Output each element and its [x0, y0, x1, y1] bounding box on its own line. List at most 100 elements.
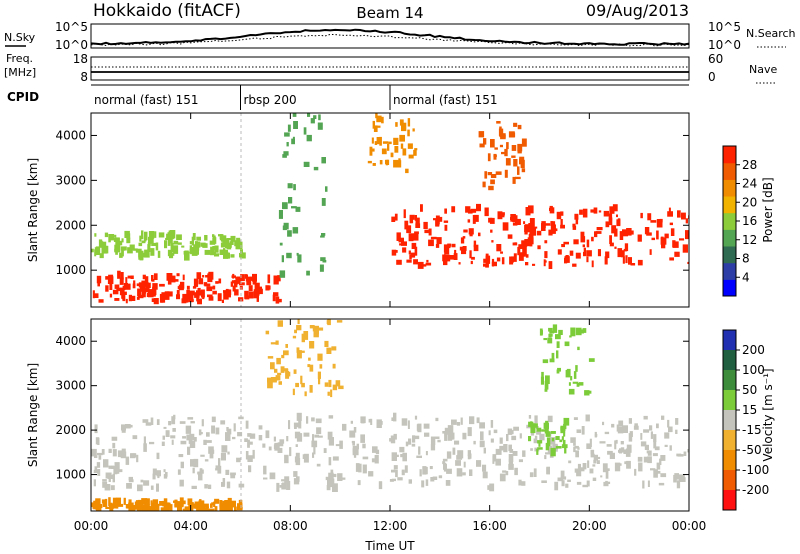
freq-label-line2: [MHz]: [4, 66, 36, 79]
data-cell: [621, 250, 625, 258]
data-cell: [222, 478, 226, 486]
data-cell: [124, 291, 127, 295]
data-cell: [415, 435, 420, 440]
data-cell: [617, 426, 624, 434]
data-cell: [410, 252, 416, 258]
data-cell: [138, 250, 144, 260]
data-cell: [539, 433, 545, 441]
data-cell: [312, 434, 315, 443]
data-cell: [416, 424, 420, 431]
freq-tick-max: 18: [73, 52, 88, 66]
data-cell: [442, 254, 446, 262]
data-cell: [152, 286, 157, 296]
data-cell: [545, 431, 551, 437]
data-cell: [533, 438, 537, 444]
data-cell: [614, 462, 621, 472]
data-cell: [173, 245, 179, 254]
data-cell: [248, 465, 252, 473]
data-cell: [91, 448, 97, 457]
data-cell: [215, 465, 219, 471]
cpid-segment-label: rbsp 200: [244, 93, 297, 107]
data-cell: [661, 243, 666, 249]
data-cell: [397, 477, 403, 481]
data-cell: [586, 256, 589, 263]
data-cell: [603, 210, 610, 217]
data-cell: [256, 290, 259, 298]
data-cell: [258, 435, 263, 441]
data-cell: [267, 382, 273, 389]
data-cell: [602, 463, 608, 473]
data-cell: [176, 273, 180, 277]
data-cell: [293, 121, 298, 129]
data-cell: [555, 436, 560, 440]
data-cell: [501, 212, 505, 216]
data-cell: [335, 444, 342, 447]
data-cell: [570, 376, 573, 381]
data-cell: [196, 272, 202, 279]
data-cell: [303, 432, 310, 437]
data-cell: [420, 264, 427, 267]
data-cell: [435, 244, 440, 248]
data-cell: [462, 246, 467, 251]
data-cell: [279, 439, 285, 444]
colorbar-swatch: [723, 330, 736, 351]
data-cell: [248, 291, 254, 299]
data-cell: [232, 285, 236, 292]
data-cell: [513, 253, 517, 262]
data-cell: [405, 441, 409, 447]
data-cell: [226, 481, 231, 489]
colorbar-tick-label: 15: [742, 403, 757, 417]
data-cell: [200, 289, 205, 298]
data-cell: [108, 497, 111, 507]
data-cell: [575, 327, 582, 336]
data-cell: [277, 320, 283, 327]
data-cell: [469, 469, 473, 476]
data-cell: [374, 141, 378, 145]
data-cell: [400, 143, 404, 149]
data-cell: [574, 468, 578, 473]
data-cell: [115, 248, 118, 255]
data-cell: [545, 223, 551, 226]
data-cell: [504, 169, 508, 178]
data-cell: [257, 286, 262, 290]
data-cell: [544, 380, 549, 390]
power-y-axis: 1000 2000 3000 4000: [55, 128, 689, 277]
data-cell: [299, 350, 305, 353]
data-cell: [204, 283, 211, 287]
data-cell: [521, 138, 527, 147]
data-cell: [391, 417, 394, 421]
data-cell: [218, 458, 221, 467]
data-cell: [574, 213, 579, 220]
data-cell: [403, 209, 406, 219]
data-cell: [145, 287, 150, 291]
data-cell: [240, 274, 245, 282]
power-colorbar-label: Power [dB]: [761, 177, 775, 242]
data-cell: [144, 249, 150, 258]
data-cell: [103, 241, 107, 249]
data-cell: [456, 455, 463, 460]
data-cell: [548, 229, 553, 236]
n-search-tick-min: 10^0: [708, 38, 741, 52]
cpid-label: CPID: [7, 90, 39, 104]
data-cell: [132, 283, 136, 289]
data-cell: [493, 429, 498, 434]
data-cell: [546, 467, 550, 475]
data-cell: [306, 134, 312, 142]
data-cell: [548, 333, 552, 338]
data-cell: [511, 132, 516, 138]
data-cell: [401, 469, 405, 472]
data-cell: [496, 244, 502, 252]
data-cell: [192, 286, 197, 289]
data-cell: [277, 275, 281, 282]
data-cell: [143, 480, 150, 486]
data-cell: [490, 179, 495, 185]
data-cell: [182, 293, 189, 303]
data-cell: [193, 458, 199, 468]
time-xlabel: Time UT: [364, 539, 415, 553]
data-cell: [393, 465, 398, 470]
data-cell: [335, 380, 341, 387]
data-cell: [505, 158, 511, 166]
data-cell: [191, 236, 194, 246]
data-cell: [112, 289, 119, 295]
data-cell: [442, 431, 446, 434]
